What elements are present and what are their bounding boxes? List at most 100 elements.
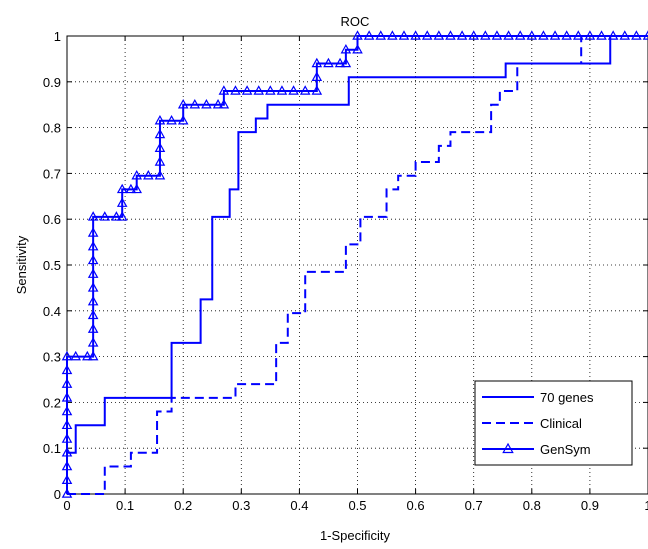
x-tick-label: 0.4 (290, 498, 308, 513)
data-point-marker (241, 85, 253, 95)
data-point-marker (189, 98, 201, 109)
data-point-marker (311, 85, 323, 95)
data-point-marker (61, 392, 73, 402)
data-point-marker (154, 156, 166, 166)
data-point-marker (143, 169, 154, 180)
data-point-marker (87, 337, 99, 347)
data-point-marker (288, 85, 299, 95)
data-point-marker (61, 364, 73, 375)
x-tick-label: 0.6 (407, 498, 425, 513)
x-axis-label: 1-Specificity (320, 528, 391, 543)
y-tick-label: 0.6 (43, 212, 61, 227)
y-tick-label: 0 (54, 487, 61, 502)
data-point-marker (230, 85, 241, 95)
data-point-marker (549, 30, 561, 40)
data-point-marker (619, 30, 631, 40)
data-point-marker (514, 30, 526, 40)
x-tick-label: 0.8 (523, 498, 541, 513)
y-tick-label: 0.7 (43, 166, 61, 181)
data-point-marker (99, 211, 111, 221)
data-point-marker (61, 474, 73, 485)
data-point-marker (116, 211, 128, 221)
x-tick-label: 1 (644, 498, 648, 513)
data-point-marker (212, 98, 224, 109)
data-point-marker (154, 115, 166, 125)
data-point-marker (299, 85, 311, 95)
y-tick-label: 0.2 (43, 395, 61, 410)
legend: 70 genes Clinical GenSym (474, 380, 633, 466)
data-point-marker (87, 323, 99, 333)
data-point-marker (87, 295, 99, 306)
data-point-marker (561, 30, 572, 40)
x-tick-labels: 0 0.1 0.2 0.3 0.4 0.5 0.6 0.7 0.8 0.9 1 (63, 498, 648, 513)
data-point-marker (61, 350, 73, 361)
data-point-marker (116, 183, 128, 194)
data-point-marker (61, 488, 73, 498)
data-point-marker (61, 419, 73, 430)
x-tick-label: 0.5 (348, 498, 366, 513)
data-point-marker (340, 57, 352, 68)
data-point-marker (334, 57, 346, 68)
series-line (66, 35, 648, 494)
data-point-marker (111, 211, 122, 221)
y-tick-label: 0.9 (43, 75, 61, 90)
data-point-marker (87, 350, 99, 361)
data-point-marker (480, 30, 491, 40)
data-point-marker (87, 309, 99, 320)
data-point-marker (82, 350, 93, 361)
data-point-marker (352, 30, 363, 40)
data-point-marker (311, 71, 323, 81)
data-point-marker (177, 98, 189, 109)
data-point-marker (607, 30, 619, 40)
data-point-marker (61, 433, 73, 443)
data-point-marker (218, 85, 230, 95)
data-point-marker (253, 85, 265, 95)
y-tick-label: 0.3 (43, 350, 61, 365)
legend-label: GenSym (540, 442, 591, 457)
y-tick-label: 1 (54, 29, 61, 44)
data-point-marker (154, 128, 166, 139)
data-point-marker (154, 169, 166, 180)
x-tick-label: 0.3 (232, 498, 250, 513)
data-point-marker (584, 30, 596, 40)
data-point-marker (87, 211, 99, 221)
data-point-marker (352, 44, 363, 54)
x-tick-label: 0.1 (116, 498, 134, 513)
legend-label: Clinical (540, 416, 582, 431)
series-gensym (61, 30, 648, 498)
y-tick-labels: 0 0.1 0.2 0.3 0.4 0.5 0.6 0.7 0.8 0.9 1 (43, 29, 61, 502)
chart-title: ROC (341, 14, 370, 29)
data-point-marker (572, 30, 584, 40)
data-point-marker (642, 30, 648, 40)
y-tick-label: 0.1 (43, 441, 61, 456)
data-point-marker (87, 227, 99, 237)
data-point-marker (276, 85, 288, 95)
data-point-marker (340, 44, 352, 54)
data-point-marker (433, 30, 445, 40)
data-point-marker (387, 30, 398, 40)
x-tick-label: 0.9 (581, 498, 599, 513)
grid-lines (67, 36, 648, 494)
data-point-marker (375, 30, 387, 40)
data-point-marker (87, 254, 99, 265)
data-point-marker (166, 115, 177, 125)
data-point-marker (70, 350, 82, 361)
data-point-marker (538, 30, 549, 40)
data-point-marker (311, 57, 323, 68)
data-point-marker (61, 378, 73, 388)
data-point-marker (363, 30, 375, 40)
data-point-marker (61, 447, 73, 457)
data-point-marker (398, 30, 410, 40)
data-point-marker (131, 183, 143, 194)
data-point-marker (125, 183, 137, 194)
data-point-marker (410, 30, 421, 40)
data-point-marker (87, 282, 99, 292)
data-point-marker (218, 98, 230, 109)
data-point-marker (154, 142, 166, 152)
data-point-marker (177, 115, 189, 125)
data-point-marker (87, 268, 99, 278)
legend-label: 70 genes (540, 390, 594, 405)
y-tick-label: 0.8 (43, 121, 61, 136)
y-tick-label: 0.4 (43, 304, 61, 319)
data-point-marker (61, 405, 73, 416)
